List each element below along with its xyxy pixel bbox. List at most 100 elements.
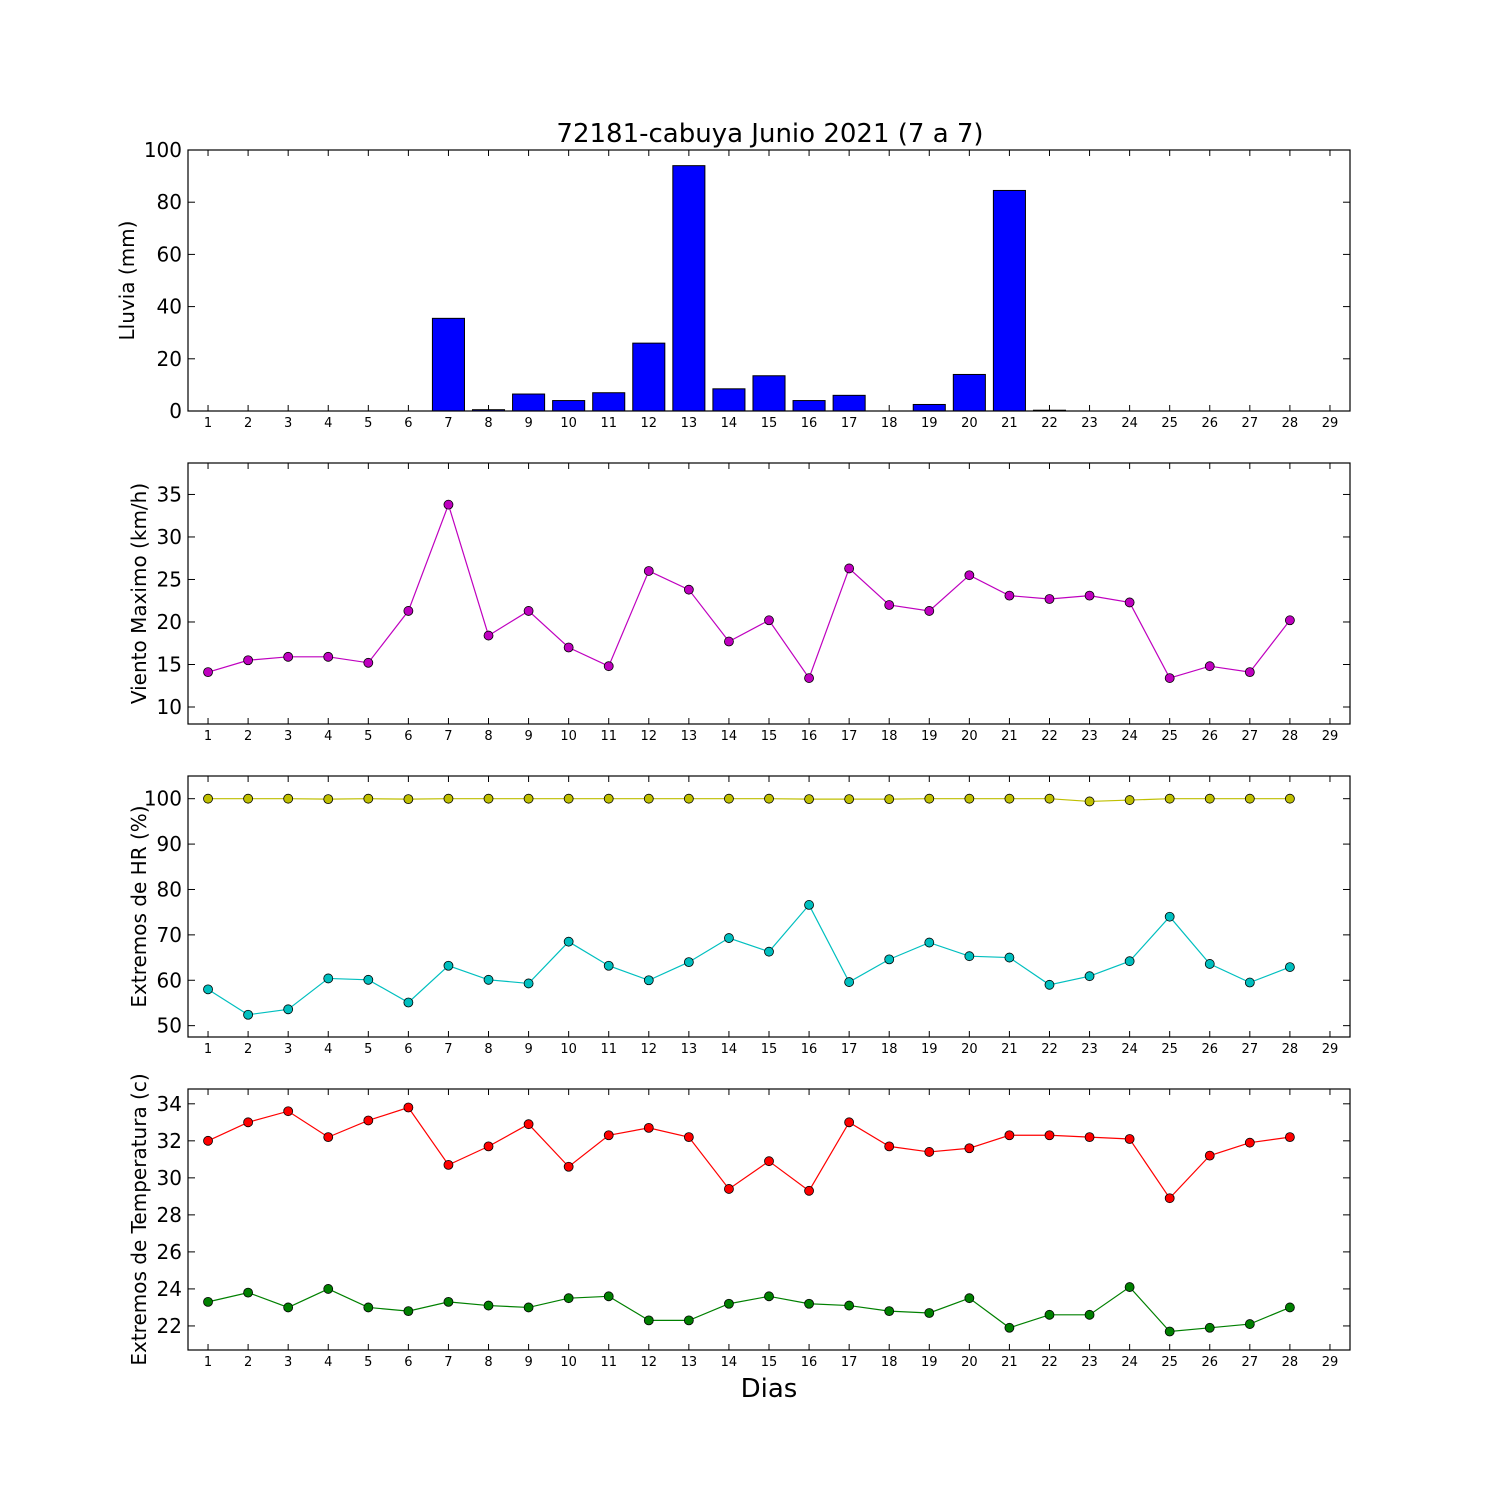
temperature-series-0-point [363, 1115, 374, 1126]
wind-series-0-point [403, 606, 414, 616]
wind-series-0-point [964, 570, 975, 581]
temperature-xtick-label: 1 [204, 1355, 212, 1370]
temperature-xtick-label: 15 [761, 1355, 778, 1370]
humidity-xtick-label: 13 [681, 1042, 698, 1057]
temperature-series-1-point [884, 1306, 895, 1317]
temperature-series-1-point [1164, 1326, 1175, 1337]
humidity-xtick-label: 16 [801, 1042, 818, 1057]
rain-bar [712, 388, 746, 412]
temperature-series-0-point [523, 1119, 534, 1130]
temperature-xtick-label: 25 [1161, 1355, 1178, 1370]
wind-xtick-label: 27 [1242, 729, 1259, 744]
temperature-series-1-point [1124, 1282, 1135, 1292]
temperature-plot-area [188, 1089, 1350, 1350]
temperature-series-0-point [483, 1141, 494, 1152]
wind-xtick-label: 24 [1121, 729, 1138, 744]
rain-xtick-label: 13 [681, 416, 698, 431]
humidity-series-0-point [1164, 793, 1175, 804]
humidity-series-0-point [884, 794, 895, 805]
wind-series-0-point [563, 642, 574, 653]
temperature-series-0-point [1004, 1130, 1015, 1141]
wind-series-0-point [523, 606, 534, 616]
temperature-xtick-label: 3 [284, 1355, 292, 1370]
rain-xtick-label: 5 [364, 416, 372, 431]
humidity-xtick-label: 23 [1081, 1042, 1098, 1057]
wind-series-0-point [924, 606, 935, 616]
humidity-series-0-point [403, 794, 414, 805]
humidity-series-0-point [563, 793, 574, 804]
wind-xtick-label: 4 [324, 729, 332, 744]
wind-ytick-label: 25 [157, 567, 182, 591]
wind-xtick-label: 9 [524, 729, 532, 744]
temperature-series-0-point [1164, 1193, 1175, 1204]
rain-bar [592, 392, 626, 412]
temperature-series-0-point [1044, 1130, 1055, 1141]
temperature-series-1-point [203, 1296, 213, 1307]
rain-xtick-label: 2 [244, 416, 252, 431]
temperature-series-0-point [924, 1147, 935, 1157]
temperature-xtick-label: 27 [1242, 1355, 1259, 1370]
temperature-series-1-point [483, 1300, 494, 1311]
temperature-xtick-label: 10 [560, 1355, 577, 1370]
rain-xtick-label: 26 [1201, 416, 1218, 431]
temperature-xtick-label: 13 [681, 1355, 698, 1370]
temperature-xtick-label: 21 [1001, 1355, 1018, 1370]
wind-xtick-label: 26 [1201, 729, 1218, 744]
temperature-series-1-point [1084, 1309, 1095, 1320]
temperature-series-0-point [1084, 1132, 1095, 1143]
temperature-xtick-label: 7 [444, 1355, 452, 1370]
temperature-series-1-point [643, 1315, 654, 1326]
humidity-xtick-label: 19 [921, 1042, 938, 1057]
wind-xtick-label: 23 [1081, 729, 1098, 744]
wind-series-0-point [1044, 594, 1055, 604]
rain-xtick-label: 11 [600, 416, 617, 431]
humidity-series-1-point [724, 933, 734, 943]
temperature-series-1-point [683, 1315, 694, 1326]
wind-series-0-point [1204, 661, 1215, 672]
temperature-series-0-point [243, 1117, 254, 1128]
wind-series-0-point [1244, 667, 1255, 678]
rain-frame [187, 149, 1351, 412]
temperature-series-1-point [323, 1284, 334, 1294]
humidity-series-1-point [363, 974, 374, 985]
temperature-series-0-point [683, 1132, 694, 1143]
temperature-series-0-point [1124, 1134, 1135, 1144]
temperature-series-0-point [1284, 1132, 1295, 1143]
rain-xtick-label: 28 [1282, 416, 1299, 431]
rain-bar [672, 165, 706, 412]
wind-xtick-label: 22 [1041, 729, 1058, 744]
temperature-series-0-point [603, 1130, 614, 1141]
humidity-series-0-point [483, 793, 494, 804]
wind-series-0-point [243, 655, 254, 666]
wind-xtick-label: 11 [600, 729, 617, 744]
wind-xtick-label: 14 [721, 729, 738, 744]
humidity-series-1-point [1084, 971, 1095, 982]
humidity-series-1-point [563, 936, 574, 947]
temperature-series-1-point [283, 1302, 294, 1313]
temperature-series-0-point [443, 1159, 454, 1170]
temperature-series-0-point [323, 1132, 334, 1143]
temperature-xtick-label: 14 [721, 1355, 738, 1370]
temperature-xtick-label: 8 [484, 1355, 492, 1370]
humidity-series-1-point [844, 977, 855, 987]
humidity-frame [187, 775, 1351, 1038]
temperature-xtick-label: 17 [841, 1355, 858, 1370]
rain-bar [992, 189, 1026, 412]
wind-series-0-point [1284, 615, 1295, 626]
rain-xtick-label: 24 [1121, 416, 1138, 431]
rain-plot-area [188, 150, 1350, 411]
temperature-series-1-point [363, 1302, 374, 1313]
temperature-series-1-point [243, 1287, 254, 1298]
temperature-series-1-point [1044, 1309, 1055, 1320]
x-axis-label: Dias [741, 1374, 798, 1404]
wind-xtick-label: 8 [484, 729, 492, 744]
humidity-series-1-point [1124, 956, 1135, 967]
temperature-xtick-label: 29 [1322, 1355, 1339, 1370]
humidity-series-0-point [764, 793, 774, 804]
rain-bar [792, 400, 826, 412]
temperature-series-1-point [804, 1298, 814, 1309]
humidity-series-0-point [1084, 796, 1095, 807]
temperature-series-1-point [964, 1293, 975, 1304]
